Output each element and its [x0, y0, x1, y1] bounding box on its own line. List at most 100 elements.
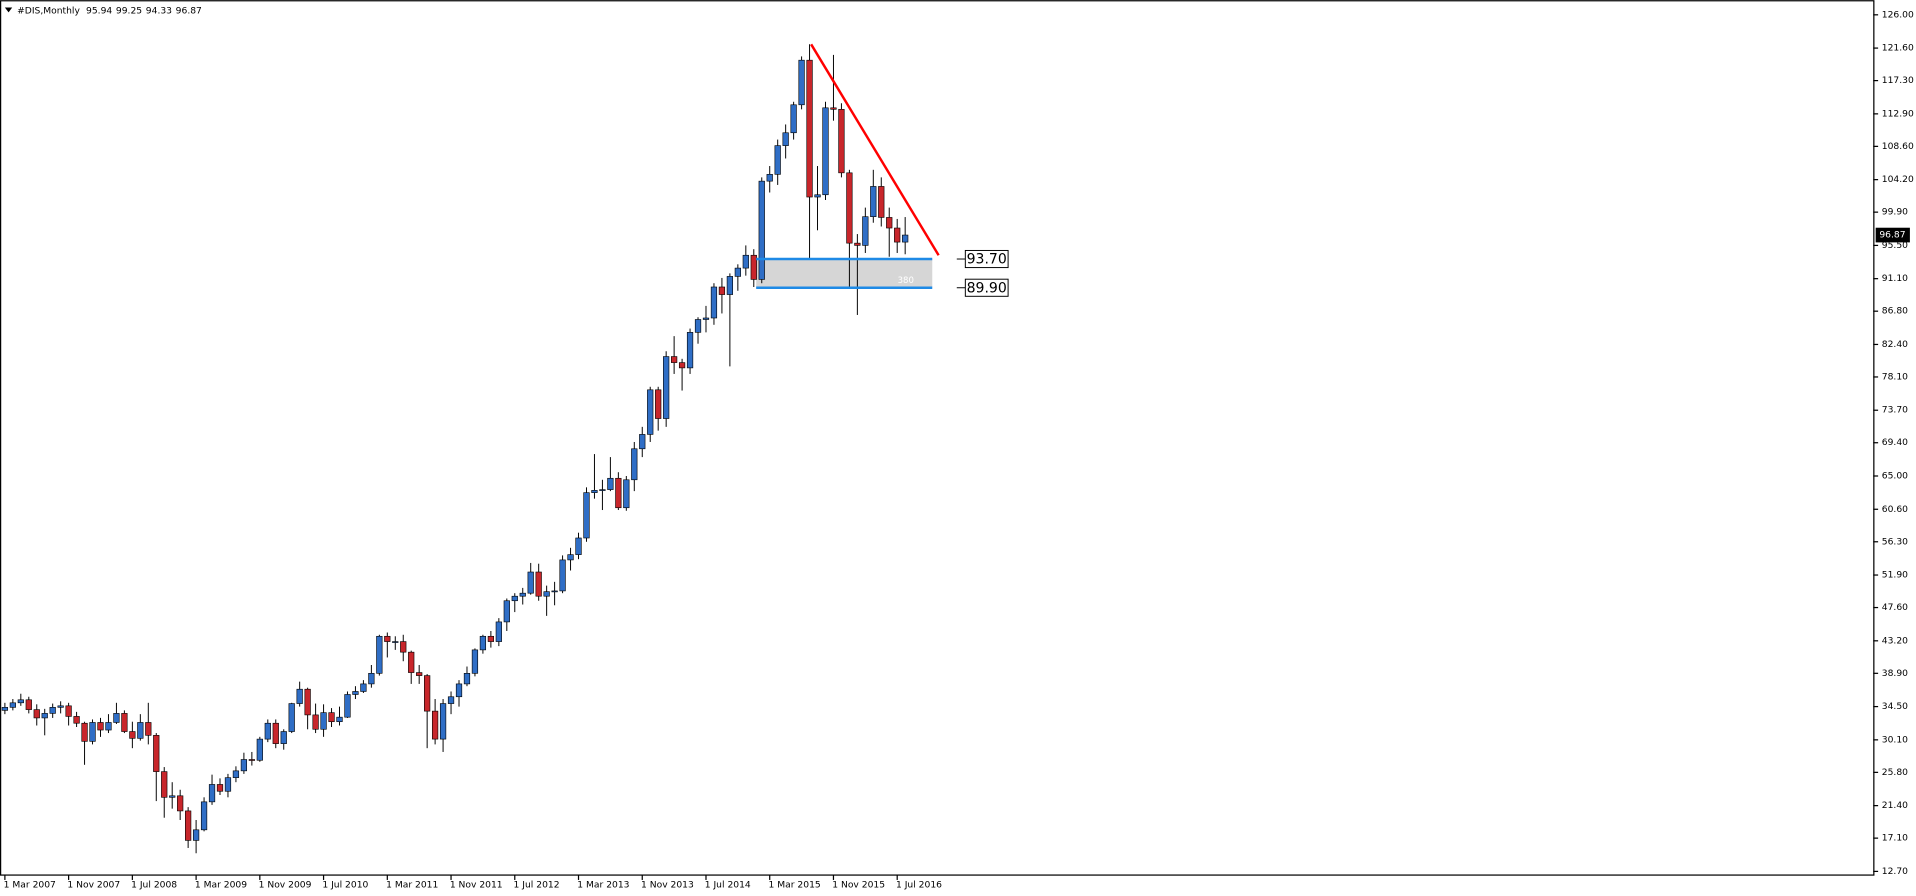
y-tick-label: 73.70 [1882, 405, 1908, 416]
x-tick-label: 1 Mar 2011 [386, 879, 438, 890]
candle-body [551, 590, 558, 593]
y-tick-label: 43.20 [1882, 635, 1908, 646]
candle-body [790, 104, 797, 134]
candle-body [511, 595, 518, 602]
candle-body [567, 554, 574, 561]
candle-body [814, 194, 821, 198]
candle-body [320, 712, 327, 730]
candle-body [519, 592, 526, 597]
y-tick-label: 86.80 [1882, 306, 1908, 317]
candle-body [782, 132, 789, 146]
candle-body [336, 716, 343, 723]
candle-body [57, 705, 64, 708]
candle-body [431, 710, 439, 740]
candle-body [392, 641, 399, 643]
candle-body [734, 267, 741, 277]
y-tick-label: 12.70 [1882, 866, 1908, 877]
candle-body [200, 801, 208, 831]
candle-body [439, 703, 447, 740]
x-tick-label: 1 Nov 2009 [259, 879, 312, 890]
candle-body [686, 332, 694, 369]
x-tick-label: 1 Nov 2013 [641, 879, 694, 890]
candle-body [352, 691, 359, 695]
candle-body [65, 705, 72, 717]
last-open: 95.94 [86, 5, 112, 16]
candle-body [655, 389, 662, 419]
candle-body [280, 731, 287, 744]
candle-body [615, 477, 622, 509]
x-tick-label: 1 Jul 2008 [131, 879, 177, 890]
candle-body [376, 635, 383, 674]
candle-body [328, 712, 335, 723]
dropdown-icon[interactable] [4, 7, 13, 13]
zone-fill [756, 259, 933, 288]
candle-body [886, 217, 893, 229]
y-tick-label: 95.50 [1882, 240, 1908, 251]
x-tick-label: 1 Jul 2012 [514, 879, 560, 890]
y-tick-label: 60.60 [1882, 504, 1908, 515]
y-tick-label: 99.90 [1882, 207, 1908, 218]
plot-frame [0, 0, 1875, 876]
candle-body [726, 276, 734, 295]
price-label-box [964, 249, 1009, 269]
x-tick-label: 1 Nov 2015 [832, 879, 885, 890]
y-tick-label: 51.90 [1882, 570, 1908, 581]
candle-body [447, 696, 455, 704]
candle-body [854, 242, 861, 246]
candle-body [575, 537, 582, 555]
candle-body [192, 829, 200, 841]
price-label: 93.70 [967, 252, 1007, 268]
candle-body [718, 286, 726, 295]
candle-body [495, 621, 502, 642]
candle-body [312, 714, 319, 730]
candle-body [846, 172, 853, 244]
candle-body [9, 702, 16, 708]
candle-body [216, 784, 224, 792]
candle-body [153, 735, 160, 772]
candle-body [424, 675, 431, 712]
candle-body [17, 699, 24, 704]
candle-body [288, 703, 295, 732]
last-high: 99.25 [116, 5, 142, 16]
y-tick-label: 17.10 [1882, 833, 1908, 844]
y-tick-label: 65.00 [1882, 470, 1908, 481]
candle-body [559, 559, 566, 592]
candle-body [344, 694, 351, 718]
candle-body [304, 688, 311, 716]
candle-body [121, 713, 128, 732]
candle-body [487, 635, 494, 642]
candle-body [240, 759, 248, 772]
candle-body [503, 600, 510, 623]
y-tick-label: 30.10 [1882, 734, 1908, 745]
candle-body [232, 770, 240, 778]
candle-body [639, 434, 646, 450]
y-tick-label: 78.10 [1882, 371, 1908, 382]
candle-body [400, 641, 407, 653]
candle-body [694, 319, 702, 333]
candle-body [296, 688, 303, 704]
x-tick-label: 1 Nov 2011 [450, 879, 503, 890]
candle-body [543, 591, 550, 597]
chart-header: #DIS,Monthly 95.94 99.25 94.33 96.87 [17, 5, 202, 16]
candle-body [368, 673, 375, 685]
candle-body [607, 477, 614, 490]
candle-body [208, 784, 216, 803]
candle-body [471, 649, 479, 674]
candle-body [248, 759, 255, 761]
y-tick-label: 69.40 [1882, 437, 1908, 448]
y-tick-label: 108.60 [1882, 141, 1914, 152]
candle-body [129, 731, 136, 739]
candle-body [758, 180, 765, 280]
candle-body [384, 635, 391, 642]
y-tick-label: 38.90 [1882, 668, 1908, 679]
candle-body [33, 709, 40, 719]
x-tick-label: 1 Mar 2007 [4, 879, 56, 890]
x-tick-label: 1 Mar 2015 [769, 879, 821, 890]
price-label: 89.90 [967, 280, 1007, 296]
candle-body [463, 673, 471, 685]
candle-body [89, 722, 96, 742]
candle-body [878, 186, 885, 218]
candle-body [224, 777, 232, 792]
candle-body [161, 771, 168, 798]
candle-body [177, 795, 184, 812]
